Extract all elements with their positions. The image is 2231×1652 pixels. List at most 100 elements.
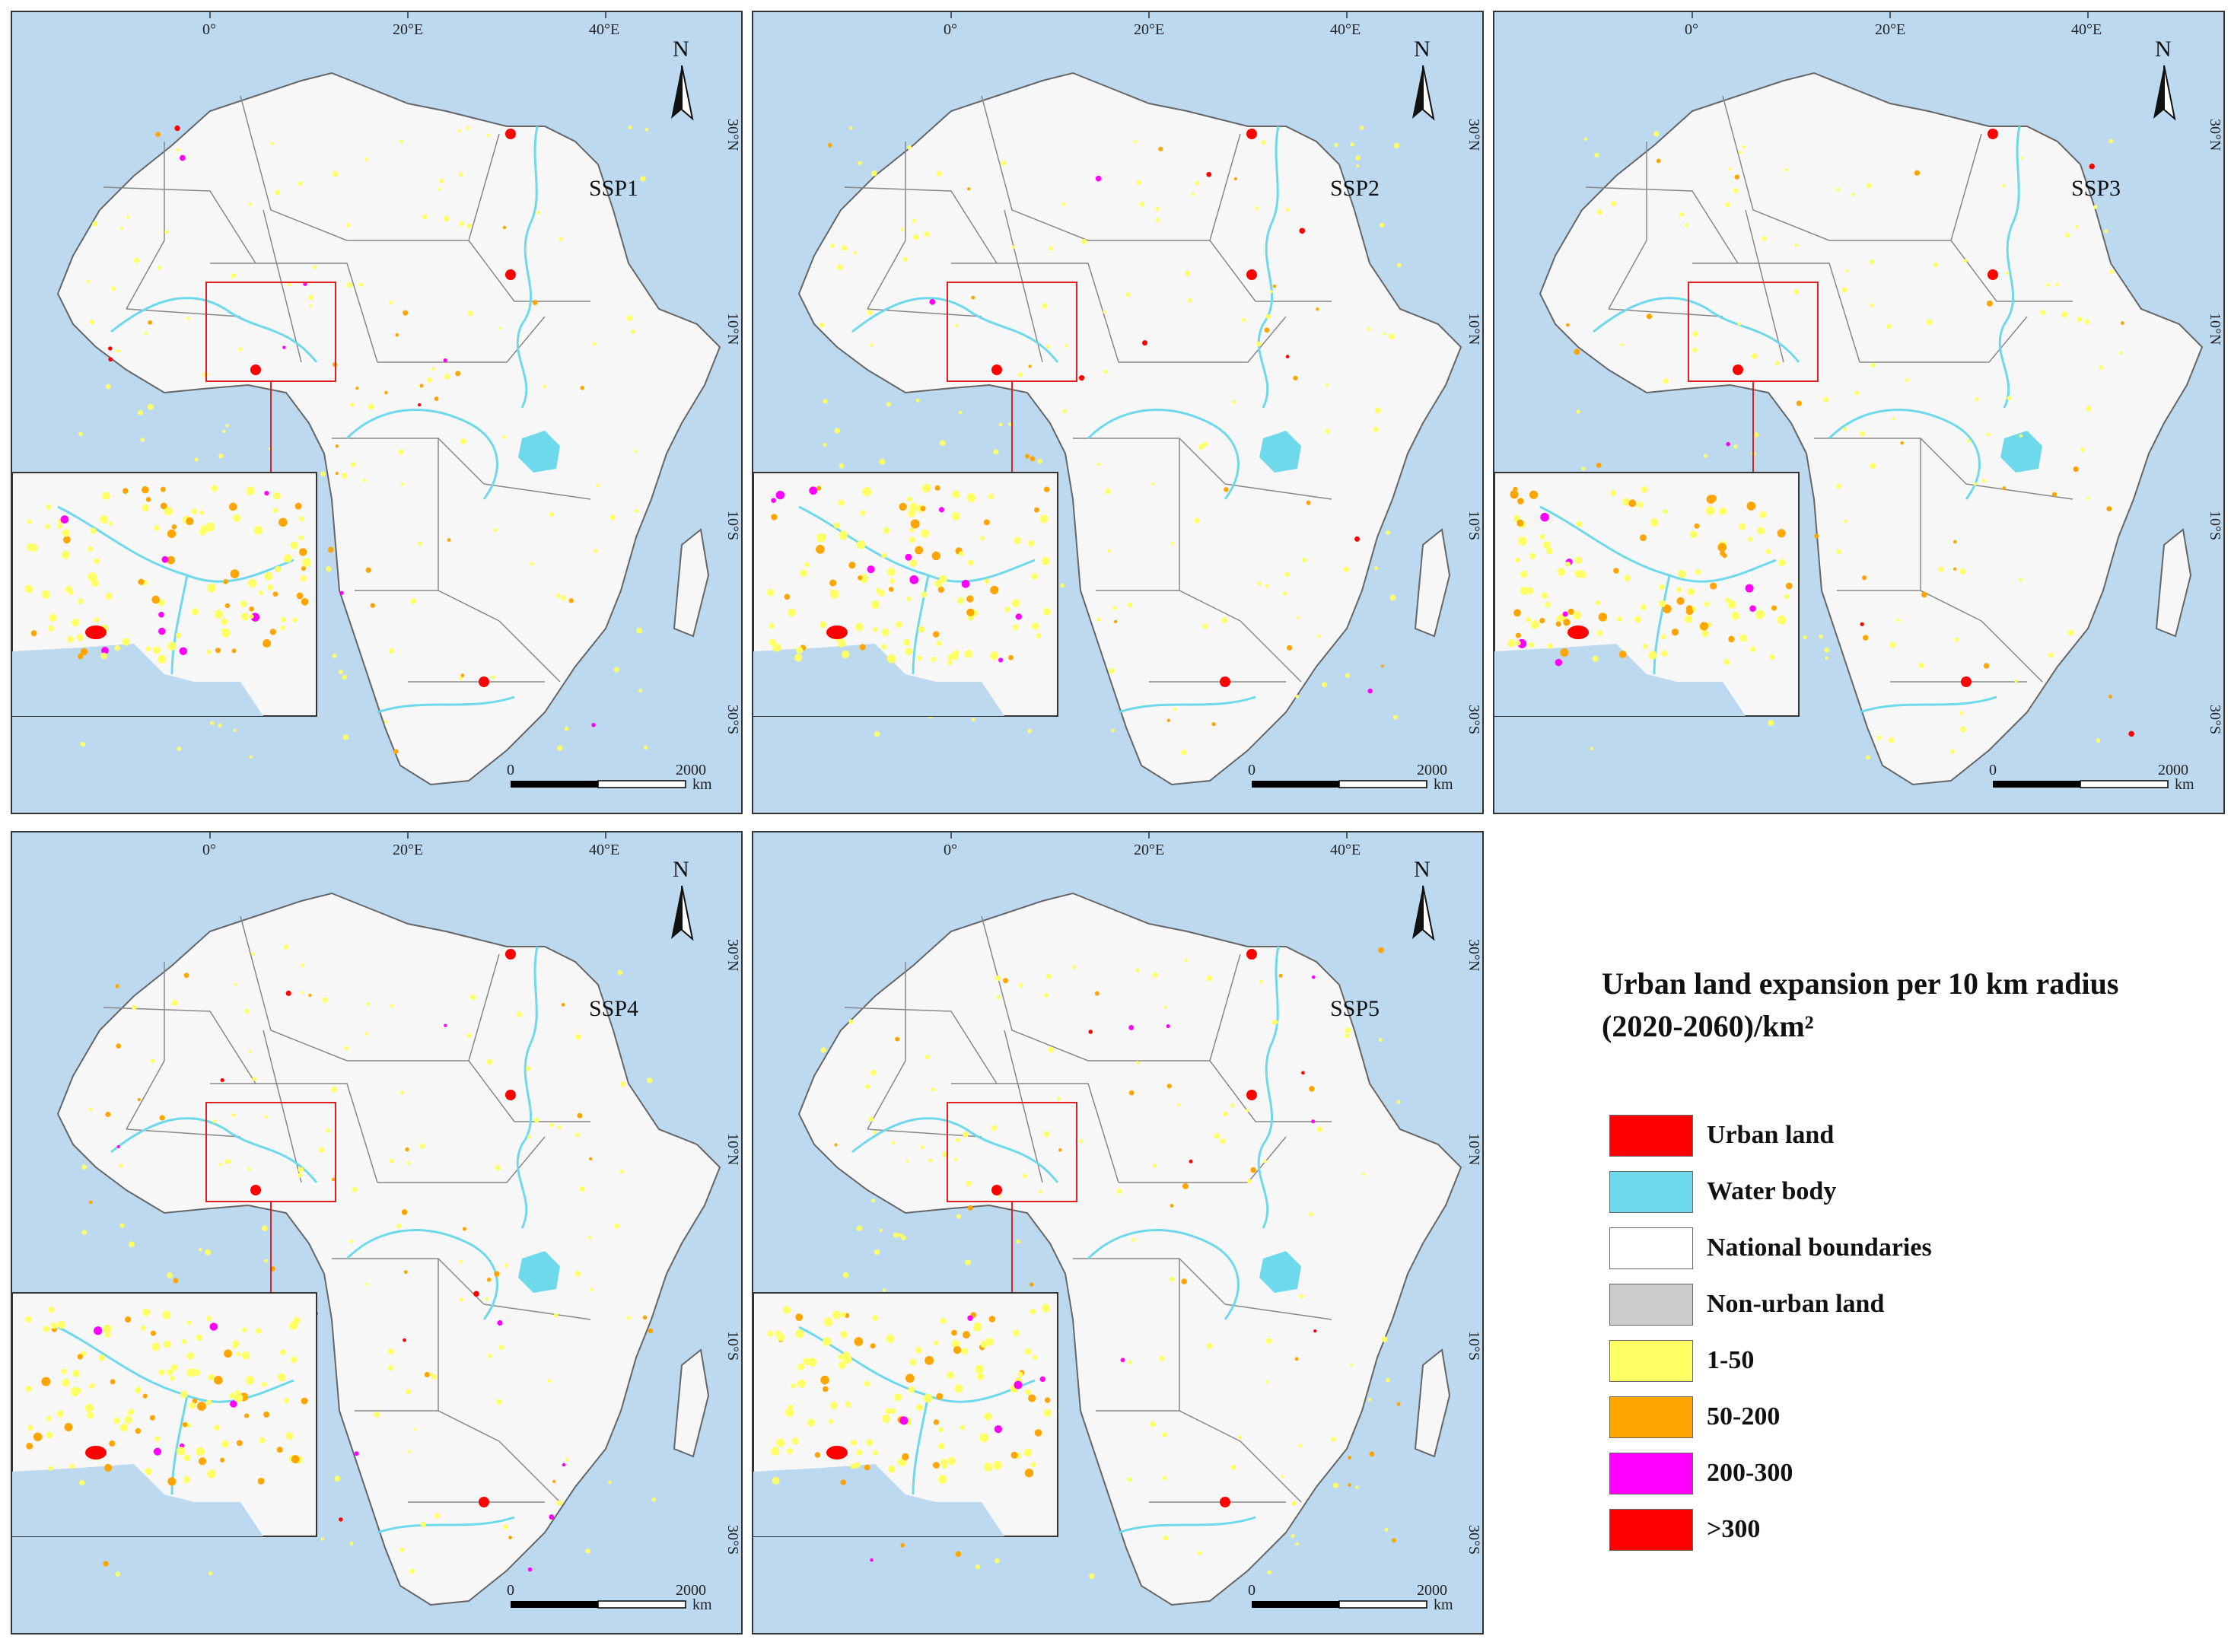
- scale-end: 2000: [676, 762, 706, 778]
- inset-urban-dot: [94, 1326, 103, 1335]
- north-arrow-icon: [2153, 65, 2176, 121]
- inset-urban-dot: [856, 1449, 863, 1456]
- urban-expansion-dot: [1155, 218, 1160, 222]
- inset-urban-dot: [46, 1431, 53, 1439]
- urban-expansion-dot: [1954, 637, 1959, 642]
- urban-expansion-dot: [1044, 992, 1049, 998]
- inset-urban-dot: [1746, 501, 1756, 511]
- urban-expansion-dot: [467, 310, 473, 317]
- urban-expansion-dot: [1350, 142, 1354, 147]
- urban-land-city: [1246, 129, 1257, 139]
- urban-expansion-dot: [1007, 422, 1012, 426]
- inset-urban-dot: [966, 608, 975, 617]
- inset-urban-dot: [205, 522, 215, 532]
- inset-urban-dot: [142, 504, 149, 512]
- urban-expansion-dot: [1317, 634, 1321, 638]
- urban-expansion-dot: [1264, 327, 1270, 333]
- inset-urban-dot: [164, 507, 173, 516]
- lon-label: 20°E: [1134, 21, 1165, 38]
- inset-urban-dot: [823, 1386, 829, 1393]
- urban-expansion-dot: [883, 1288, 886, 1292]
- urban-expansion-dot: [1088, 1030, 1093, 1034]
- inset-urban-dot: [870, 1343, 876, 1349]
- inset-urban-dot: [1777, 529, 1786, 538]
- inset-urban-dot: [101, 647, 109, 654]
- urban-expansion-dot: [848, 1019, 854, 1024]
- urban-expansion-dot: [2077, 317, 2083, 323]
- urban-expansion-dot: [458, 172, 463, 177]
- inset-urban-dot: [47, 625, 55, 632]
- urban-expansion-dot: [264, 1259, 268, 1263]
- national-boundary: [498, 620, 561, 683]
- urban-expansion-dot: [264, 1115, 269, 1119]
- inset-urban-dot: [223, 579, 228, 584]
- national-boundary: [1722, 95, 1830, 241]
- inset-urban-dot: [1784, 594, 1790, 600]
- urban-expansion-dot: [1302, 557, 1307, 563]
- inset-urban-dot: [301, 1397, 308, 1405]
- inset-urban-dot: [1507, 638, 1516, 648]
- legend-label: >300: [1707, 1515, 1761, 1543]
- inset-urban-dot: [1529, 490, 1539, 499]
- inset-urban-dot: [937, 1475, 947, 1485]
- lon-label: 40°E: [1330, 842, 1361, 858]
- urban-expansion-dot: [410, 598, 417, 604]
- urban-expansion-dot: [1860, 622, 1864, 626]
- urban-expansion-dot: [1151, 482, 1155, 486]
- urban-expansion-dot: [2018, 578, 2023, 582]
- urban-expansion-dot: [1018, 983, 1023, 988]
- urban-expansion-dot: [1926, 319, 1933, 326]
- inset-urban-dot: [1567, 608, 1574, 616]
- urban-expansion-dot: [457, 129, 461, 133]
- inset-urban-dot: [972, 1323, 982, 1332]
- inset-urban-dot: [88, 546, 94, 552]
- inset-urban-dot: [1555, 658, 1563, 667]
- lon-label: 40°E: [589, 842, 620, 858]
- urban-expansion-dot: [553, 1313, 559, 1318]
- inset-urban-dot: [181, 1338, 187, 1345]
- north-arrow-label: N: [2155, 37, 2172, 62]
- inset-urban-dot: [775, 490, 785, 500]
- legend-label: 200-300: [1707, 1459, 1793, 1487]
- inset-urban-dot: [1598, 613, 1608, 622]
- inset-urban-dot: [26, 1442, 33, 1450]
- scale-unit: km: [1434, 1596, 1453, 1613]
- urban-expansion-dot: [116, 1144, 120, 1148]
- inset-urban-dot: [220, 1457, 225, 1463]
- lat-label: 10°S: [1466, 511, 1482, 541]
- urban-expansion-dot: [88, 1200, 93, 1205]
- urban-expansion-dot: [1079, 1139, 1084, 1144]
- urban-expansion-dot: [1016, 1239, 1020, 1244]
- lon-label: 20°E: [393, 21, 424, 38]
- inset-urban-dot: [1030, 1462, 1036, 1468]
- inset-urban-dot: [283, 554, 292, 563]
- urban-expansion-dot: [640, 176, 646, 182]
- urban-expansion-dot: [389, 1158, 394, 1163]
- urban-land-city: [479, 1497, 489, 1507]
- urban-expansion-dot: [308, 993, 312, 997]
- urban-expansion-dot: [575, 1132, 581, 1138]
- urban-expansion-dot: [212, 1119, 216, 1123]
- inset-urban-dot: [903, 638, 911, 646]
- urban-expansion-dot: [842, 1272, 849, 1278]
- scale-end: 2000: [1417, 1582, 1447, 1599]
- urban-expansion-dot: [1097, 463, 1101, 466]
- urban-expansion-dot: [1135, 968, 1140, 972]
- urban-expansion-dot: [901, 1235, 906, 1240]
- inset-urban-dot: [1525, 616, 1531, 622]
- urban-expansion-dot: [1396, 1100, 1401, 1104]
- urban-expansion-dot: [2007, 396, 2012, 401]
- inset-urban-dot: [186, 1352, 195, 1360]
- inset-urban-dot: [158, 611, 164, 618]
- inset-urban-dot: [1739, 523, 1746, 530]
- inset-urban-dot: [858, 575, 863, 581]
- urban-expansion-dot: [368, 403, 374, 410]
- urban-expansion-dot: [1150, 1421, 1157, 1428]
- inset-urban-dot: [145, 497, 151, 502]
- urban-expansion-dot: [434, 1513, 441, 1519]
- inset-urban-dot: [299, 516, 304, 522]
- inset-urban-dot: [776, 1438, 785, 1447]
- inset-urban-dot: [881, 644, 887, 650]
- inset-urban-dot: [920, 505, 926, 511]
- urban-expansion-dot: [2099, 365, 2104, 370]
